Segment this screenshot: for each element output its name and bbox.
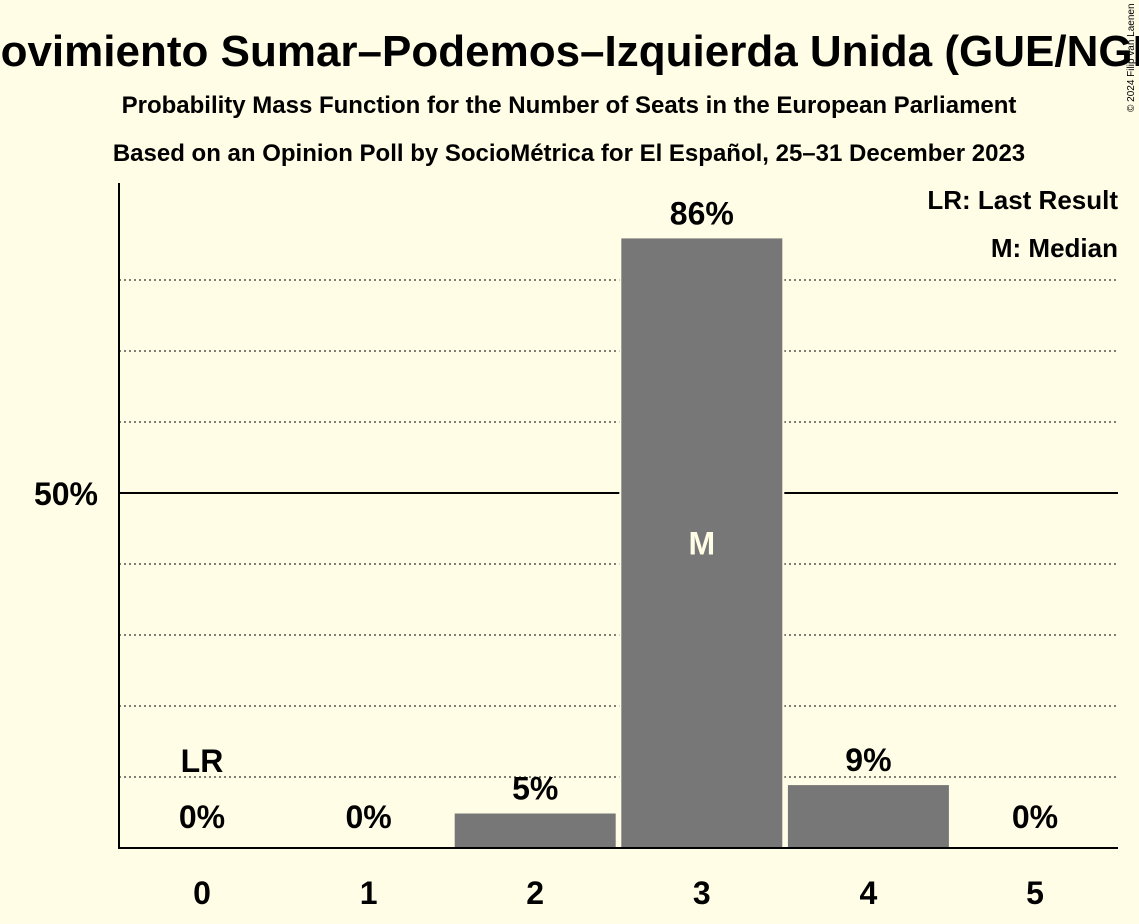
y-tick-label-50: 50% — [34, 476, 98, 512]
bar-4 — [785, 783, 951, 849]
data-label-3: 86% — [670, 195, 734, 231]
x-tick-label-2: 2 — [526, 875, 544, 911]
data-label-0: 0% — [179, 799, 225, 835]
last-result-marker: LR — [181, 743, 224, 779]
gridlines — [119, 279, 1118, 778]
chart-subtitle-method: Probability Mass Function for the Number… — [122, 92, 1017, 119]
x-tick-label-1: 1 — [360, 875, 378, 911]
x-tick-label-5: 5 — [1026, 875, 1044, 911]
data-label-4: 9% — [845, 742, 891, 778]
data-label-1: 0% — [345, 799, 391, 835]
x-tick-label-3: 3 — [693, 875, 711, 911]
chart-title: Movimiento Sumar–Podemos–Izquierda Unida… — [0, 27, 1139, 76]
median-marker: M — [688, 526, 715, 562]
data-label-5: 0% — [1012, 799, 1058, 835]
bar-3 — [619, 236, 785, 849]
bars — [452, 236, 951, 849]
axis-ticks: 0 1 2 3 4 5 50% — [34, 476, 1044, 911]
bar-2 — [452, 811, 618, 849]
data-labels: 0% LR 0% 5% 86% M 9% 0% — [179, 195, 1058, 835]
copyright-notice: © 2024 Filip van Laenen — [1126, 3, 1137, 112]
data-label-2: 5% — [512, 771, 558, 807]
x-tick-label-4: 4 — [860, 875, 878, 911]
chart-subtitle-source: Based on an Opinion Poll by SocioMétrica… — [113, 140, 1025, 167]
x-tick-label-0: 0 — [193, 875, 211, 911]
legend-median: M: Median — [991, 233, 1118, 263]
legend-last-result: LR: Last Result — [927, 185, 1118, 215]
